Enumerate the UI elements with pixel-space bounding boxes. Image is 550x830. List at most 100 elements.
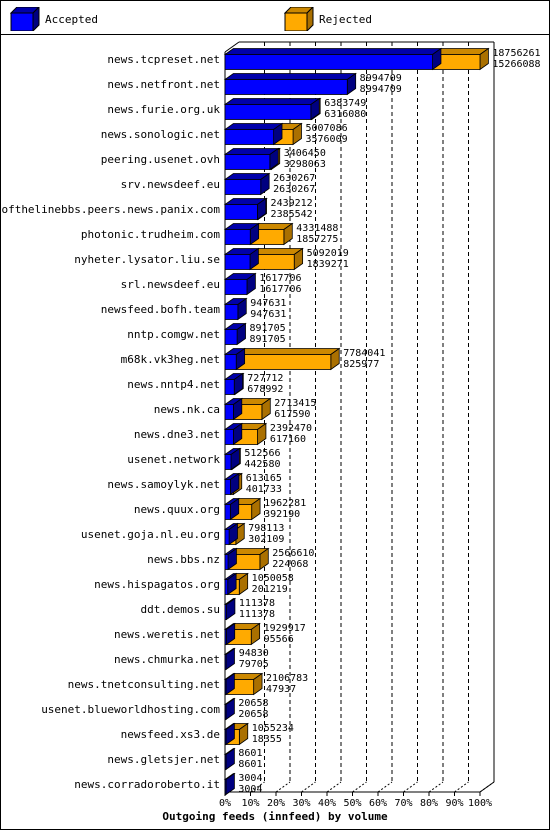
bar-accepted-front xyxy=(224,354,237,370)
legend-rejected-label: Rejected xyxy=(319,13,372,26)
x-tick-label: 0% xyxy=(219,798,231,809)
category-label: nntp.comgw.net xyxy=(127,328,220,341)
bar-accepted-front xyxy=(224,54,433,70)
data-label-total: 727712 xyxy=(247,373,283,384)
bar-accepted-front xyxy=(224,579,229,595)
data-label-total: 1962281 xyxy=(264,498,306,509)
bar-accepted-top xyxy=(223,98,321,105)
category-label: news.weretis.net xyxy=(114,628,220,641)
bar-accepted-front xyxy=(224,154,271,170)
data-label-accepted: 3298063 xyxy=(284,159,326,170)
gridline-floor xyxy=(326,781,342,793)
bar-accepted-front xyxy=(224,454,232,470)
bar-accepted xyxy=(223,322,247,346)
bar-accepted xyxy=(223,147,280,171)
data-label-accepted: 678992 xyxy=(247,384,283,395)
data-label-accepted: 2630267 xyxy=(273,184,315,195)
data-label-accepted: 1617706 xyxy=(259,284,301,295)
legend-accepted-label: Accepted xyxy=(45,13,98,26)
data-label-accepted: 392190 xyxy=(264,509,300,520)
bar-accepted xyxy=(223,47,443,71)
x-tick-label: 60% xyxy=(369,798,387,809)
bar-accepted xyxy=(223,97,321,121)
gridline-floor xyxy=(428,781,444,793)
x-ticks: 0% 10% 20% 30% 40% 50% 60% 70% 80% 90% 100% xyxy=(219,792,492,809)
bar-accepted-front xyxy=(224,704,227,720)
category-label: newsfeed.bofh.team xyxy=(101,303,221,316)
bar-accepted xyxy=(223,397,244,421)
bar-accepted xyxy=(223,547,238,571)
bar-accepted xyxy=(223,647,236,671)
gridlines xyxy=(250,42,495,793)
data-label-accepted: 20658 xyxy=(238,709,268,720)
data-label-total: 798113 xyxy=(248,523,284,534)
data-label-total: 2566610 xyxy=(272,548,314,559)
category-label: photonic.trudheim.com xyxy=(81,228,220,241)
bar-accepted xyxy=(223,72,357,96)
x-axis-label: Outgoing feeds (innfeed) by volume xyxy=(162,810,388,823)
gridline-floor xyxy=(275,781,291,793)
data-label-total: 8601 xyxy=(238,748,262,759)
legend-rejected-swatch xyxy=(283,5,315,33)
data-label-accepted: 891705 xyxy=(250,334,286,345)
legend-accepted: Accepted xyxy=(9,5,98,33)
data-label-accepted: 3576009 xyxy=(305,134,347,145)
data-label-total: 20658 xyxy=(238,698,268,709)
category-label: news.furie.org.uk xyxy=(107,103,220,116)
bar-accepted-front xyxy=(224,204,258,220)
bar-accepted xyxy=(223,197,268,221)
bar-rejected-front xyxy=(235,354,332,370)
gridline-floor xyxy=(479,781,495,793)
bar-rejected xyxy=(249,222,294,246)
bar-accepted xyxy=(223,622,236,646)
bar-accepted-front xyxy=(224,529,230,545)
category-label: news.gletsjer.net xyxy=(107,753,220,766)
bar-accepted xyxy=(223,522,239,546)
data-label-total: 2630267 xyxy=(273,173,315,184)
gridline-floor xyxy=(301,781,316,793)
bar-accepted-front xyxy=(224,329,238,345)
bar-accepted-front xyxy=(224,654,227,670)
x-tick-label: 80% xyxy=(420,798,438,809)
category-label: news.tnetconsulting.net xyxy=(68,678,220,691)
bar-accepted xyxy=(223,347,246,371)
bar-accepted-top xyxy=(223,73,357,80)
bar-accepted-front xyxy=(224,379,235,395)
bar-accepted xyxy=(223,697,236,721)
data-label-total: 1929917 xyxy=(264,623,306,634)
bar-row: endofthelinebbs.peers.news.panix.com 2439… xyxy=(0,197,313,221)
bar-accepted-front xyxy=(224,679,227,695)
category-label: usenet.network xyxy=(127,453,220,466)
data-label-accepted: 47937 xyxy=(266,684,296,695)
data-label-total: 3004 xyxy=(238,773,262,784)
category-label: srl.newsdeef.eu xyxy=(121,278,220,291)
category-label: newsfeed.xs3.de xyxy=(121,728,220,741)
gridline-floor xyxy=(250,781,265,793)
category-label: news.hispagatos.org xyxy=(94,578,220,591)
data-label-total: 18756261 xyxy=(492,48,540,59)
category-label: news.netfront.net xyxy=(107,78,220,91)
bar-accepted-front xyxy=(224,179,262,195)
data-label-total: 3406450 xyxy=(284,148,326,159)
data-label-total: 94830 xyxy=(239,648,269,659)
data-label-total: 947631 xyxy=(250,298,286,309)
data-label-total: 1055234 xyxy=(252,723,294,734)
data-label-total: 613165 xyxy=(246,473,282,484)
